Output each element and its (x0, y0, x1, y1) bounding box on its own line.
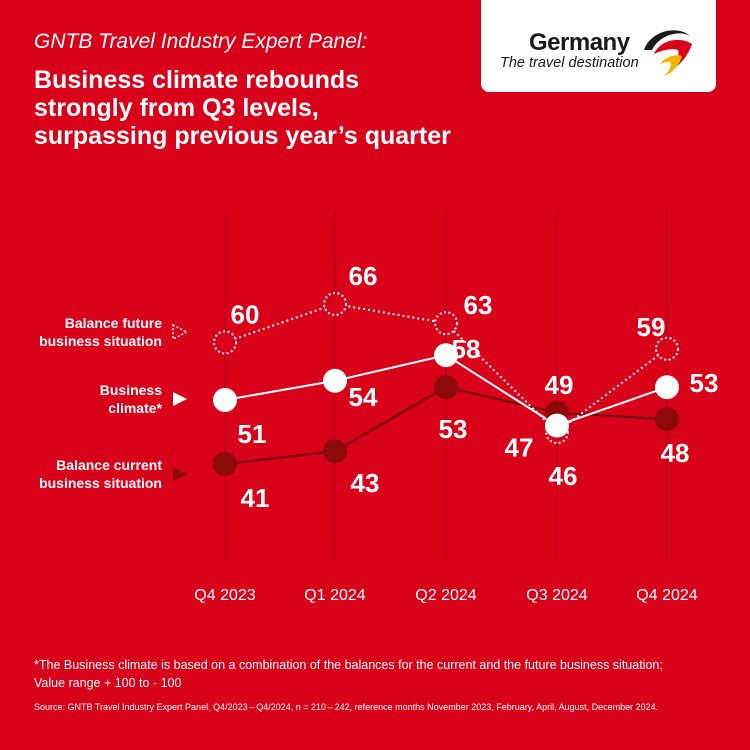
source-note: Source: GNTB Travel Industry Expert Pane… (34, 702, 659, 712)
data-label-climate: 51 (238, 419, 267, 449)
legend-marker-future-icon (172, 323, 189, 341)
point-climate (655, 375, 679, 400)
data-label-future: 46 (549, 461, 578, 491)
point-climate (545, 413, 569, 438)
headline-line-3: surpassing previous year’s quarter (34, 122, 451, 150)
data-label-climate: 53 (690, 368, 719, 398)
data-label-current: 53 (439, 414, 468, 444)
point-current (655, 407, 679, 432)
point-current (323, 439, 347, 464)
x-tick-label: Q3 2024 (526, 587, 587, 604)
data-label-current: 48 (661, 438, 690, 468)
kicker-title: GNTB Travel Industry Expert Panel: (34, 30, 368, 53)
legend-label-future: Balance future business situation (39, 315, 162, 349)
point-future (213, 330, 237, 355)
data-label-climate: 58 (452, 334, 481, 364)
x-tick-label: Q2 2024 (415, 587, 476, 604)
legend-marker-climate-icon (173, 392, 187, 406)
legend-marker-current-icon (173, 467, 187, 481)
x-tick-label: Q4 2023 (194, 587, 255, 604)
series-line-future (224, 302, 668, 434)
data-label-climate: 47 (505, 433, 534, 463)
point-current (434, 375, 458, 400)
legend-label-current: Balance current business situation (39, 457, 162, 491)
data-label-climate: 54 (349, 382, 378, 412)
point-current (213, 452, 237, 476)
point-future (655, 336, 679, 361)
headline: Business climate rebounds strongly from … (34, 66, 454, 150)
data-label-future: 60 (231, 299, 260, 329)
data-label-future: 66 (349, 261, 378, 291)
legend-label-climate: Business climate* (99, 382, 162, 416)
data-label-current: 49 (545, 370, 574, 400)
data-label-future: 63 (464, 290, 493, 320)
data-label-current: 43 (351, 468, 380, 498)
point-climate (434, 343, 458, 368)
data-label-future: 59 (637, 312, 666, 342)
headline-line-2: strongly from Q3 levels, (34, 94, 319, 122)
x-tick-label: Q4 2024 (636, 587, 697, 604)
x-tick-label: Q1 2024 (304, 587, 365, 604)
point-climate (323, 368, 347, 393)
germany-logo: Germany The travel destination (481, 0, 716, 92)
headline-line-1: Business climate rebounds (34, 66, 360, 94)
data-label-current: 41 (241, 483, 270, 513)
point-future (434, 311, 458, 336)
point-future (323, 292, 347, 316)
point-climate (213, 388, 237, 412)
eagle-swoosh-icon (644, 30, 692, 76)
logo-name: Germany (529, 29, 630, 56)
footnote: *The Business climate is based on a comb… (34, 658, 663, 690)
logo-tagline: The travel destination (500, 55, 639, 71)
